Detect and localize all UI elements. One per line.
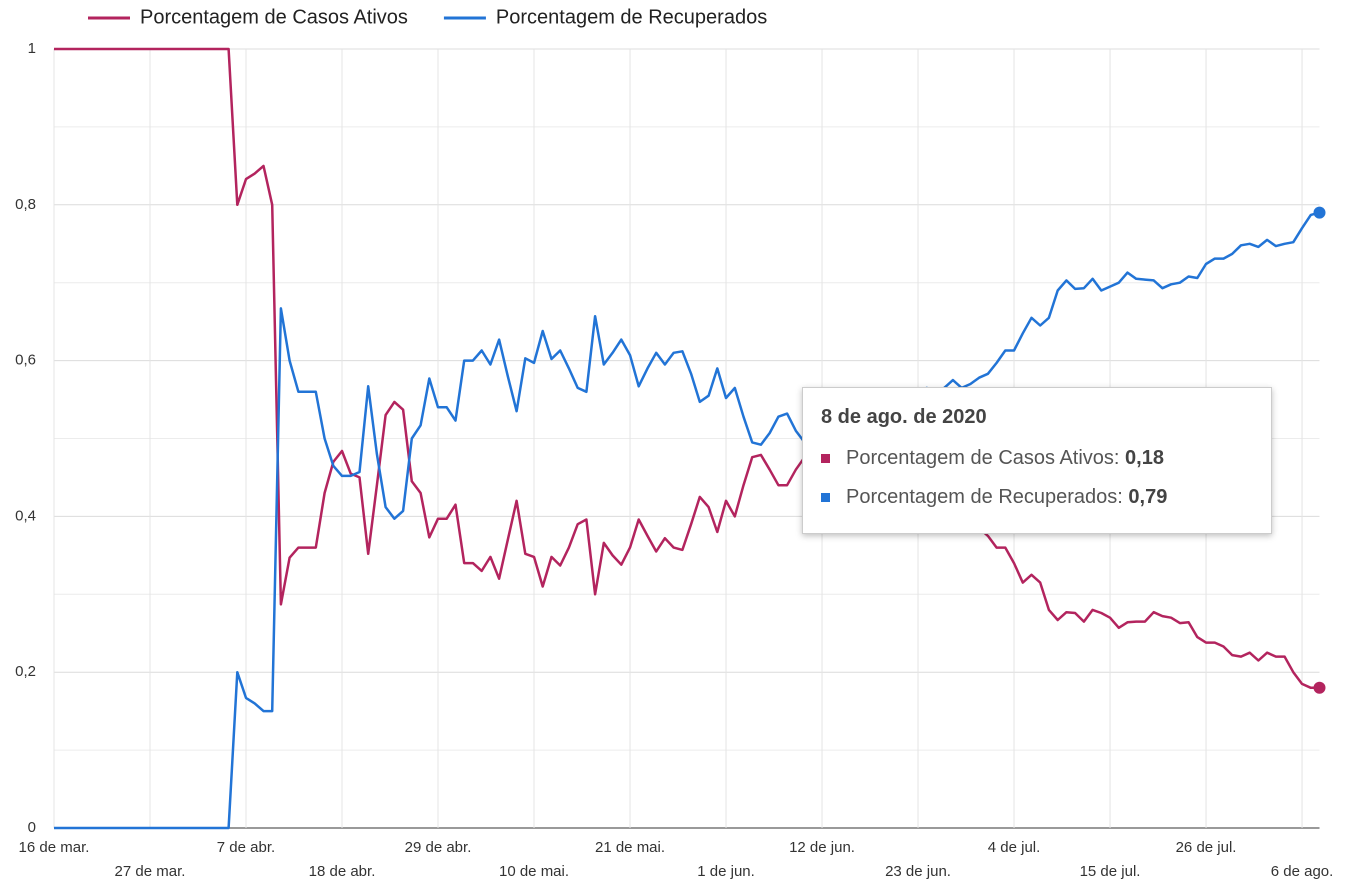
highlight-point [1313, 681, 1326, 694]
y-tick-label: 0,6 [15, 352, 36, 369]
x-tick-label: 1 de jun. [697, 863, 755, 880]
tooltip-value: 0,79 [1128, 486, 1168, 508]
x-tick-label: 18 de abr. [309, 863, 376, 880]
tooltip: 8 de ago. de 2020 Porcentagem de Casos A… [802, 387, 1272, 534]
x-tick-label: 12 de jun. [789, 839, 855, 856]
tooltip-row: Porcentagem de Casos Ativos: 0,18 [821, 447, 1253, 470]
x-tick-label: 26 de jul. [1176, 839, 1237, 856]
y-tick-label: 0,2 [15, 663, 36, 680]
legend-label: Porcentagem de Recuperados [496, 6, 767, 28]
y-tick-label: 0 [28, 819, 36, 836]
x-tick-label: 4 de jul. [988, 839, 1041, 856]
y-tick-label: 0,4 [15, 507, 36, 524]
y-tick-label: 0,8 [15, 196, 36, 213]
legend-label: Porcentagem de Casos Ativos [140, 6, 408, 28]
x-tick-label: 23 de jun. [885, 863, 951, 880]
x-tick-label: 10 de mai. [499, 863, 569, 880]
y-tick-label: 1 [28, 40, 36, 57]
x-tick-label: 21 de mai. [595, 839, 665, 856]
x-tick-label: 7 de abr. [217, 839, 275, 856]
tooltip-swatch [821, 454, 830, 464]
tooltip-value: 0,18 [1125, 447, 1164, 469]
x-tick-label: 15 de jul. [1080, 863, 1141, 880]
x-tick-label: 27 de mar. [115, 863, 186, 880]
series-line [54, 47, 1320, 690]
series-line [54, 211, 1320, 830]
x-tick-label: 6 de ago. [1271, 863, 1334, 880]
x-tick-label: 16 de mar. [19, 839, 90, 856]
tooltip-title: 8 de ago. de 2020 [821, 406, 987, 428]
x-tick-label: 29 de abr. [405, 839, 472, 856]
tooltip-row: Porcentagem de Recuperados: 0,79 [821, 486, 1253, 509]
highlight-point [1313, 206, 1326, 219]
tooltip-swatch [821, 493, 830, 503]
tooltip-series: Porcentagem de Recuperados [846, 486, 1118, 508]
tooltip-series: Porcentagem de Casos Ativos [846, 447, 1114, 469]
